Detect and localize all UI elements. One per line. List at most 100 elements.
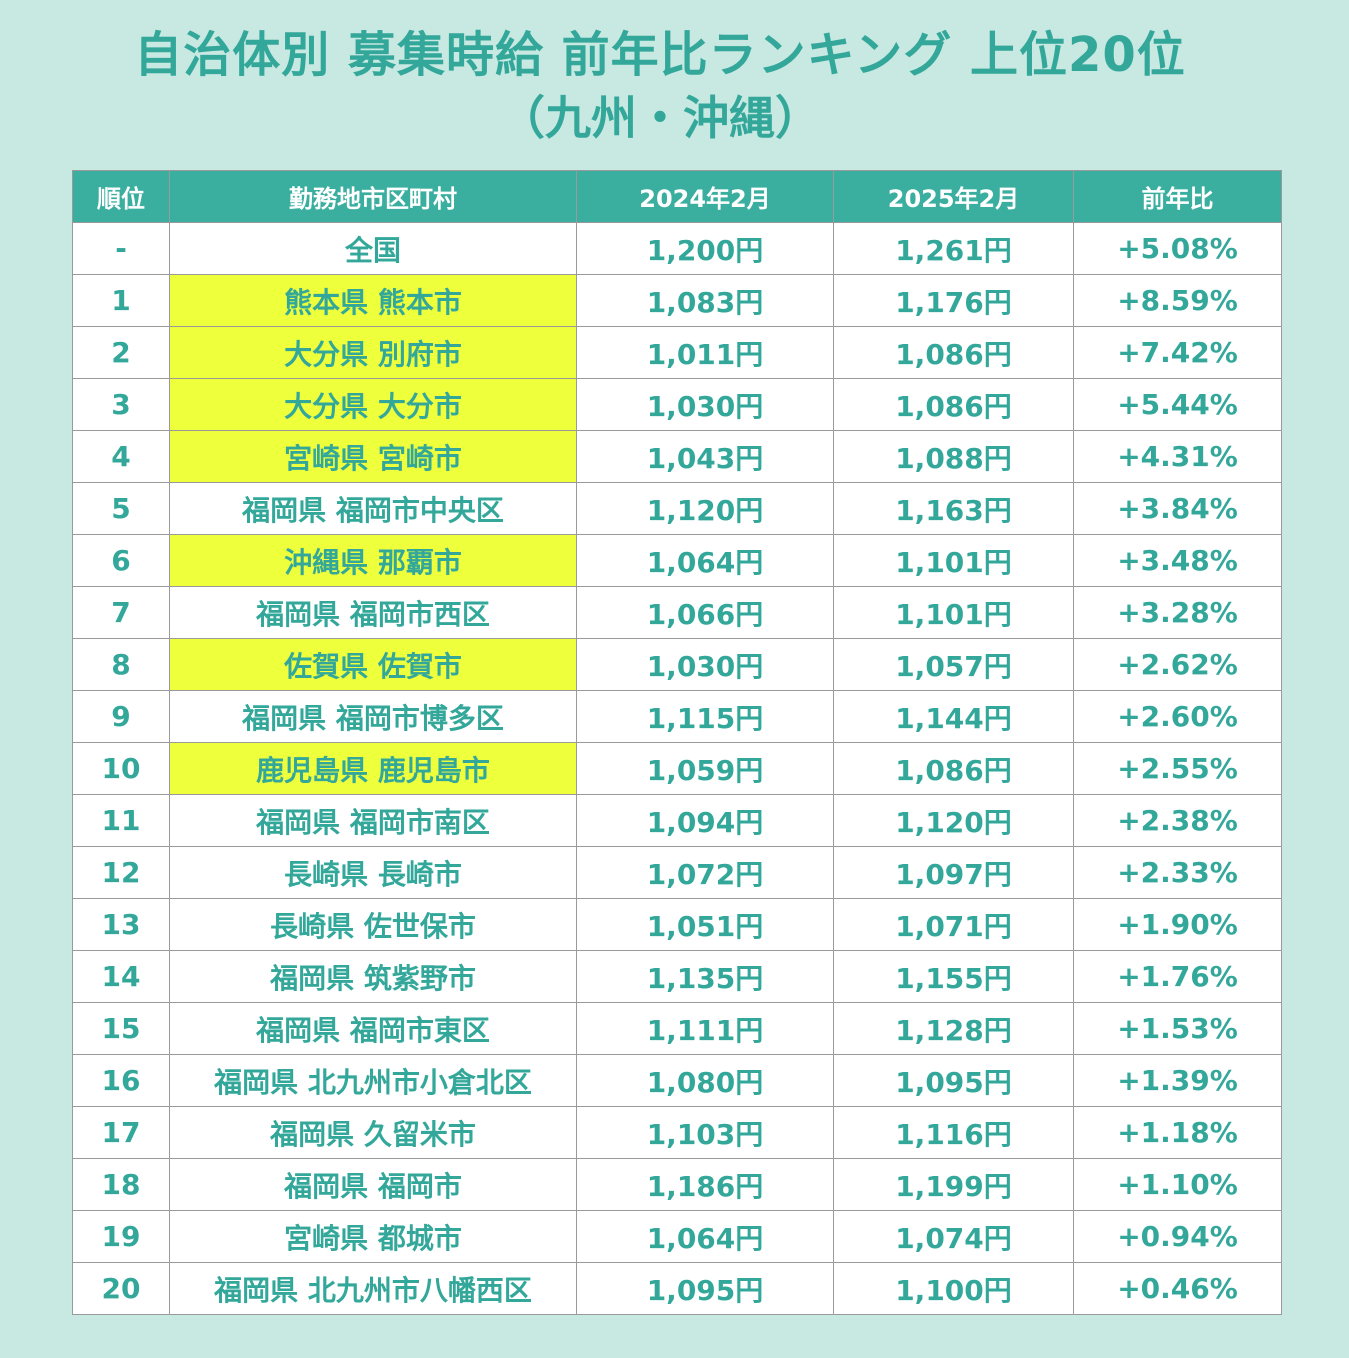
wage-2025-cell: 1,128円 <box>833 1002 1074 1055</box>
yoy-cell: +7.42% <box>1073 326 1282 379</box>
table-row: 13 長崎県 佐世保市 1,051円 1,071円 +1.90% <box>72 898 1282 951</box>
header-feb-2024: 2024年2月 <box>576 170 834 223</box>
wage-2024-cell: 1,083円 <box>576 274 834 327</box>
location-cell: 熊本県 熊本市 <box>169 274 577 327</box>
wage-2025-cell: 1,086円 <box>833 742 1074 795</box>
table-row: 1 熊本県 熊本市 1,083円 1,176円 +8.59% <box>72 274 1282 327</box>
rank-cell: 17 <box>72 1106 170 1159</box>
wage-2024-cell: 1,111円 <box>576 1002 834 1055</box>
rank-cell: 15 <box>72 1002 170 1055</box>
header-row: 順位 勤務地市区町村 2024年2月 2025年2月 前年比 <box>72 170 1282 223</box>
wage-2025-cell: 1,088円 <box>833 430 1074 483</box>
rank-cell: 1 <box>72 274 170 327</box>
yoy-cell: +2.60% <box>1073 690 1282 743</box>
rank-cell: 8 <box>72 638 170 691</box>
wage-2025-cell: 1,120円 <box>833 794 1074 847</box>
rank-cell: 20 <box>72 1262 170 1315</box>
yoy-cell: +1.53% <box>1073 1002 1282 1055</box>
rank-cell: 5 <box>72 482 170 535</box>
location-cell: 福岡県 福岡市中央区 <box>169 482 577 535</box>
yoy-cell: +1.10% <box>1073 1158 1282 1211</box>
table-row: 6 沖縄県 那覇市 1,064円 1,101円 +3.48% <box>72 534 1282 587</box>
rank-cell: 9 <box>72 690 170 743</box>
wage-2025-cell: 1,100円 <box>833 1262 1074 1315</box>
yoy-cell: +0.46% <box>1073 1262 1282 1315</box>
rank-cell: 13 <box>72 898 170 951</box>
table-row: 16 福岡県 北九州市小倉北区 1,080円 1,095円 +1.39% <box>72 1054 1282 1107</box>
yoy-cell: +4.31% <box>1073 430 1282 483</box>
wage-2024-cell: 1,080円 <box>576 1054 834 1107</box>
table-row: 18 福岡県 福岡市 1,186円 1,199円 +1.10% <box>72 1158 1282 1211</box>
table-row: 15 福岡県 福岡市東区 1,111円 1,128円 +1.53% <box>72 1002 1282 1055</box>
yoy-cell: +2.55% <box>1073 742 1282 795</box>
wage-2024-cell: 1,030円 <box>576 638 834 691</box>
wage-2024-cell: 1,064円 <box>576 1210 834 1263</box>
wage-2025-cell: 1,086円 <box>833 378 1074 431</box>
header-location: 勤務地市区町村 <box>169 170 577 223</box>
rank-cell: - <box>72 222 170 275</box>
page-title-region: （九州・沖縄） <box>499 91 821 145</box>
table-row: 10 鹿児島県 鹿児島市 1,059円 1,086円 +2.55% <box>72 742 1282 795</box>
rank-cell: 10 <box>72 742 170 795</box>
location-cell: 福岡県 福岡市 <box>169 1158 577 1211</box>
location-cell: 佐賀県 佐賀市 <box>169 638 577 691</box>
yoy-cell: +5.44% <box>1073 378 1282 431</box>
table-row: - 全国 1,200円 1,261円 +5.08% <box>72 222 1282 275</box>
table-row: 7 福岡県 福岡市西区 1,066円 1,101円 +3.28% <box>72 586 1282 639</box>
wage-2025-cell: 1,261円 <box>833 222 1074 275</box>
wage-2024-cell: 1,064円 <box>576 534 834 587</box>
location-cell: 全国 <box>169 222 577 275</box>
wage-2025-cell: 1,163円 <box>833 482 1074 535</box>
rank-cell: 16 <box>72 1054 170 1107</box>
wage-2025-cell: 1,057円 <box>833 638 1074 691</box>
yoy-cell: +3.84% <box>1073 482 1282 535</box>
wage-2024-cell: 1,115円 <box>576 690 834 743</box>
yoy-cell: +3.48% <box>1073 534 1282 587</box>
yoy-cell: +1.76% <box>1073 950 1282 1003</box>
wage-2024-cell: 1,095円 <box>576 1262 834 1315</box>
yoy-cell: +1.39% <box>1073 1054 1282 1107</box>
table-header: 順位 勤務地市区町村 2024年2月 2025年2月 前年比 <box>72 170 1282 223</box>
wage-2025-cell: 1,199円 <box>833 1158 1074 1211</box>
location-cell: 鹿児島県 鹿児島市 <box>169 742 577 795</box>
location-cell: 宮崎県 宮崎市 <box>169 430 577 483</box>
yoy-cell: +8.59% <box>1073 274 1282 327</box>
wage-2025-cell: 1,155円 <box>833 950 1074 1003</box>
location-cell: 福岡県 北九州市八幡西区 <box>169 1262 577 1315</box>
wage-2025-cell: 1,176円 <box>833 274 1074 327</box>
page-title-main: 自治体別 募集時給 前年比ランキング 上位20位 <box>134 27 1186 83</box>
yoy-cell: +1.18% <box>1073 1106 1282 1159</box>
location-cell: 宮崎県 都城市 <box>169 1210 577 1263</box>
wage-2024-cell: 1,066円 <box>576 586 834 639</box>
rank-cell: 14 <box>72 950 170 1003</box>
rank-cell: 18 <box>72 1158 170 1211</box>
wage-2024-cell: 1,059円 <box>576 742 834 795</box>
wage-2025-cell: 1,144円 <box>833 690 1074 743</box>
rank-cell: 4 <box>72 430 170 483</box>
table-row: 19 宮崎県 都城市 1,064円 1,074円 +0.94% <box>72 1210 1282 1263</box>
location-cell: 福岡県 福岡市西区 <box>169 586 577 639</box>
wage-2025-cell: 1,086円 <box>833 326 1074 379</box>
wage-2025-cell: 1,101円 <box>833 534 1074 587</box>
wage-2024-cell: 1,103円 <box>576 1106 834 1159</box>
location-cell: 福岡県 福岡市東区 <box>169 1002 577 1055</box>
location-cell: 大分県 別府市 <box>169 326 577 379</box>
rank-cell: 3 <box>72 378 170 431</box>
table-row: 5 福岡県 福岡市中央区 1,120円 1,163円 +3.84% <box>72 482 1282 535</box>
location-cell: 福岡県 北九州市小倉北区 <box>169 1054 577 1107</box>
wage-2024-cell: 1,135円 <box>576 950 834 1003</box>
wage-2024-cell: 1,094円 <box>576 794 834 847</box>
header-yoy: 前年比 <box>1073 170 1282 223</box>
location-cell: 長崎県 長崎市 <box>169 846 577 899</box>
location-cell: 福岡県 福岡市博多区 <box>169 690 577 743</box>
wage-2025-cell: 1,097円 <box>833 846 1074 899</box>
wage-2025-cell: 1,101円 <box>833 586 1074 639</box>
header-rank: 順位 <box>72 170 170 223</box>
location-cell: 長崎県 佐世保市 <box>169 898 577 951</box>
table-row: 20 福岡県 北九州市八幡西区 1,095円 1,100円 +0.46% <box>72 1262 1282 1315</box>
wage-2024-cell: 1,030円 <box>576 378 834 431</box>
yoy-cell: +3.28% <box>1073 586 1282 639</box>
rank-cell: 12 <box>72 846 170 899</box>
wage-2025-cell: 1,074円 <box>833 1210 1074 1263</box>
wage-2024-cell: 1,072円 <box>576 846 834 899</box>
